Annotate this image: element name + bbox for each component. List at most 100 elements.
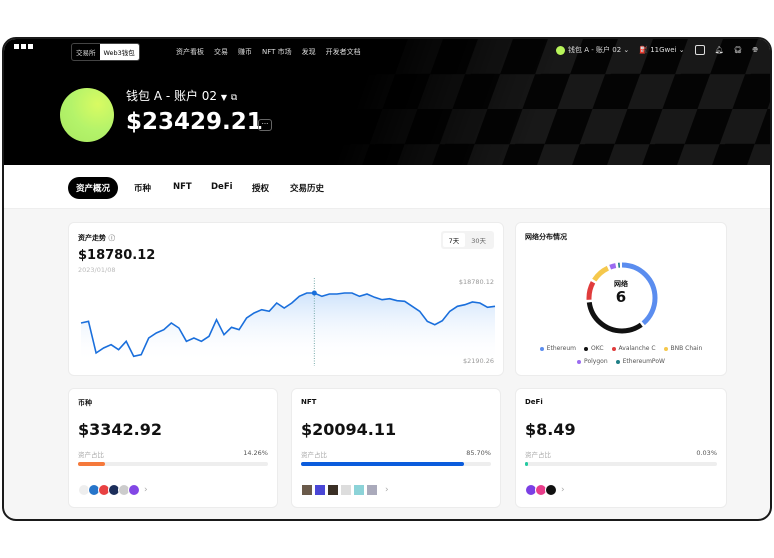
asset-trend-card: 资产走势 ⓘ 7天 30天 $18780.12 2023/01/08 $1878… (68, 222, 504, 376)
hover-point (311, 290, 317, 296)
card-value: $20094.11 (301, 420, 397, 439)
asset-icon (314, 484, 326, 496)
card-share-label: 资产占比 (525, 451, 551, 459)
app-window: 交易所 Web3钱包 资产看板 交易 赚币 NFT 市场 发现 开发者文档 钱包… (2, 37, 772, 521)
account-selector[interactable]: 钱包 A - 账户 02 ⌄ (556, 45, 629, 55)
asset-icon (366, 484, 378, 496)
asset-icon (128, 484, 140, 496)
range-30d[interactable]: 30天 (471, 237, 486, 245)
gas-selector[interactable]: ⛽ 11Gwei ⌄ (639, 46, 685, 54)
globe-icon[interactable]: 🌐︎ (752, 45, 758, 54)
network-title: 网络分布情况 (525, 233, 567, 241)
donut-segment[interactable] (586, 262, 658, 334)
asset-icon (353, 484, 365, 496)
chevron-right-icon[interactable]: › (144, 485, 148, 495)
tab-exchange[interactable]: 交易所 (76, 49, 96, 57)
bell-icon[interactable]: 🔔︎ (714, 46, 724, 54)
menu-dashboard[interactable]: 资产看板 (176, 48, 204, 56)
legend-dot (611, 346, 616, 351)
asset-icons[interactable]: › (78, 484, 148, 496)
legend-label: Ethereum (546, 345, 576, 352)
max-label: $18780.12 (458, 278, 494, 286)
network-donut (586, 262, 658, 334)
legend-item: Polygon (577, 358, 608, 365)
okx-logo[interactable] (14, 44, 33, 49)
asset-icons[interactable]: › (301, 484, 389, 496)
card-title: DeFi (525, 398, 543, 406)
account-name: 钱包 A - 账户 02 (568, 46, 622, 54)
header: 交易所 Web3钱包 资产看板 交易 赚币 NFT 市场 发现 开发者文档 钱包… (4, 39, 770, 165)
chevron-right-icon[interactable]: › (385, 485, 389, 495)
menu-trade[interactable]: 交易 (214, 48, 228, 56)
legend-label: EthereumPoW (622, 358, 665, 365)
donut-center-label: 网络 (614, 280, 628, 288)
summary-card[interactable]: DeFi $8.49 资产占比 0.03% › (515, 388, 727, 508)
share-bar-fill (301, 462, 464, 466)
gas-value: 11Gwei (650, 46, 677, 54)
legend-label: OKC (590, 345, 604, 352)
donut-segment[interactable] (586, 262, 658, 334)
summary-card[interactable]: 币种 $3342.92 资产占比 14.26% › (68, 388, 278, 508)
share-bar (301, 462, 491, 466)
card-share-pct: 0.03% (696, 449, 717, 457)
menu-dev-docs[interactable]: 开发者文档 (325, 48, 361, 56)
tab-tokens[interactable]: 币种 (134, 184, 152, 194)
asset-icon (340, 484, 352, 496)
card-value: $8.49 (525, 420, 576, 439)
tab-history[interactable]: 交易历史 (290, 184, 325, 194)
legend-item: Avalanche C (611, 345, 656, 352)
more-icon[interactable]: ··· (258, 119, 272, 131)
wallet-balance: $23429.21 (126, 109, 263, 135)
wallet-selector[interactable]: 钱包 A - 账户 02 ▼ ⧉ (126, 87, 237, 104)
donut-segment[interactable] (586, 262, 658, 334)
card-share-pct: 85.70% (466, 449, 491, 457)
tab-defi[interactable]: DeFi (211, 182, 233, 192)
caret-down-icon: ▼ (220, 93, 228, 102)
legend-label: Avalanche C (618, 345, 656, 352)
card-share-label: 资产占比 (78, 451, 104, 459)
asset-icon (545, 484, 557, 496)
legend-item: OKC (583, 345, 604, 352)
account-avatar (556, 45, 566, 55)
network-card: 网络分布情况 网络 6 Ethereum OKC Avalanche C BNB Ch… (515, 222, 727, 376)
chevron-right-icon[interactable]: › (561, 485, 565, 495)
card-title: 币种 (78, 399, 92, 407)
wallet-avatar (60, 88, 114, 142)
share-bar (525, 462, 717, 466)
tab-web3-wallet[interactable]: Web3钱包 (99, 44, 139, 60)
menu-nft-market[interactable]: NFT 市场 (262, 48, 292, 56)
trend-area (81, 293, 495, 363)
tab-nft[interactable]: NFT (173, 182, 192, 192)
legend-label: BNB Chain (670, 345, 703, 352)
legend-item: EthereumPoW (615, 358, 665, 365)
share-bar-fill (78, 462, 106, 466)
range-7d[interactable]: 7天 (442, 233, 466, 247)
menu-discover[interactable]: 发现 (301, 48, 316, 56)
legend-item: BNB Chain (663, 345, 703, 352)
legend-dot (583, 346, 588, 351)
top-nav: 交易所 Web3钱包 资产看板 交易 赚币 NFT 市场 发现 开发者文档 钱包… (4, 39, 770, 63)
download-icon[interactable] (694, 45, 705, 55)
info-icon[interactable]: ⓘ (108, 234, 115, 242)
card-title: NFT (301, 398, 317, 406)
tab-overview[interactable]: 资产概况 (68, 177, 119, 199)
trend-chart[interactable] (69, 223, 505, 377)
summary-card[interactable]: NFT $20094.11 资产占比 85.70% › (291, 388, 501, 508)
menu-earn[interactable]: 赚币 (238, 48, 252, 56)
headset-icon[interactable]: 🎧︎ (733, 46, 743, 54)
legend-label: Polygon (584, 358, 608, 365)
asset-icons[interactable]: › (525, 484, 565, 496)
copy-icon[interactable]: ⧉ (230, 93, 238, 103)
legend-dot (615, 359, 620, 364)
legend-dot (663, 346, 668, 351)
card-share-label: 资产占比 (301, 451, 327, 459)
legend-item: Ethereum (539, 345, 576, 352)
legend-dot (539, 346, 544, 351)
tab-bar: 资产概况 币种 NFT DeFi 授权 交易历史 (4, 165, 770, 209)
trend-value: $18780.12 (78, 248, 156, 263)
tab-approvals[interactable]: 授权 (252, 184, 270, 194)
card-share-pct: 14.26% (243, 449, 268, 457)
share-bar-fill (525, 462, 528, 466)
wallet-name: 钱包 A - 账户 02 (126, 89, 218, 103)
mode-switch[interactable]: 交易所 Web3钱包 (71, 43, 140, 61)
